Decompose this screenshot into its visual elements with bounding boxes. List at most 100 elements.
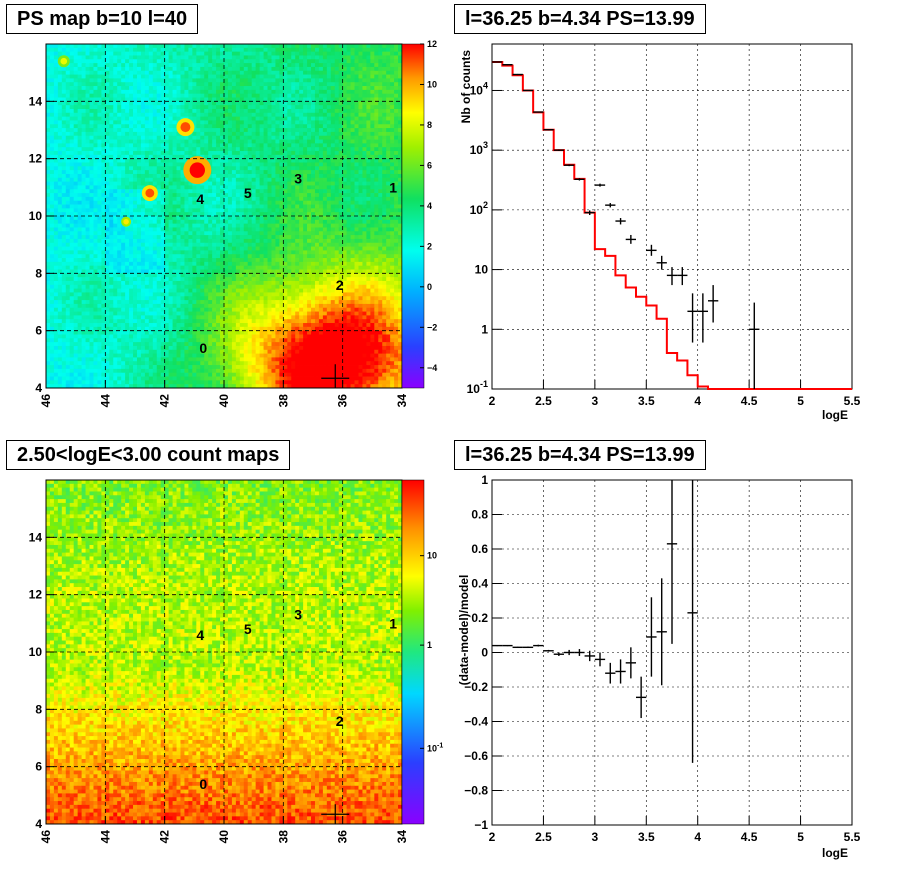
source-label: 2 bbox=[336, 713, 344, 729]
y-tick-label: 6 bbox=[35, 760, 42, 774]
x-tick-label: 2.5 bbox=[535, 394, 552, 408]
x-axis-label: logE bbox=[822, 846, 848, 860]
x-tick-label: 5.5 bbox=[844, 830, 861, 844]
y-tick-label: 103 bbox=[470, 140, 488, 157]
source-label: 1 bbox=[389, 179, 397, 195]
point-source-core bbox=[180, 122, 191, 133]
x-tick-label: 5.5 bbox=[844, 394, 861, 408]
count-map-title: 2.50<logE<3.00 count maps bbox=[6, 440, 291, 470]
y-tick-label: 10 bbox=[29, 209, 43, 223]
x-tick-label: 38 bbox=[276, 830, 290, 844]
colour-bar-label: −2 bbox=[427, 322, 437, 332]
source-label: 0 bbox=[199, 776, 207, 792]
point-source-core bbox=[189, 162, 205, 178]
x-tick-label: 3 bbox=[592, 830, 599, 844]
x-tick-label: 3.5 bbox=[638, 394, 655, 408]
x-tick-label: 3 bbox=[592, 394, 599, 408]
y-tick-label: 1 bbox=[481, 473, 488, 487]
x-tick-label: 4.5 bbox=[741, 394, 758, 408]
source-label: 4 bbox=[196, 627, 204, 643]
y-tick-label: −0.2 bbox=[464, 680, 488, 694]
x-tick-label: 44 bbox=[98, 394, 112, 408]
x-tick-label: 5 bbox=[797, 394, 804, 408]
x-tick-label: 38 bbox=[276, 394, 290, 408]
x-tick-label: 44 bbox=[98, 830, 112, 844]
x-tick-label: 42 bbox=[158, 394, 172, 408]
ps-map-title: PS map b=10 l=40 bbox=[6, 4, 199, 34]
x-tick-label: 40 bbox=[217, 830, 231, 844]
x-tick-label: 36 bbox=[336, 394, 350, 408]
spectrum-panel: 2 2.5 3 3.5 4 4.5 5 5.5 10-1 1 10 102 103 104 logE Nb o… bbox=[459, 43, 861, 422]
y-tick-label: 1 bbox=[481, 322, 488, 336]
y-tick-label: 0 bbox=[481, 646, 488, 660]
y-tick-label: 0.2 bbox=[471, 611, 488, 625]
x-tick-label: 34 bbox=[395, 394, 409, 408]
x-tick-label: 4.5 bbox=[741, 830, 758, 844]
spectrum-grid bbox=[492, 44, 852, 389]
y-tick-label: 104 bbox=[470, 80, 488, 97]
source-label: 3 bbox=[294, 171, 302, 187]
colour-bar-label: 12 bbox=[427, 39, 437, 49]
x-axis-label: logE bbox=[822, 408, 848, 422]
x-tick-label: 46 bbox=[39, 830, 53, 844]
colour-bar-label: 6 bbox=[427, 160, 432, 170]
y-tick-label: 4 bbox=[35, 381, 42, 395]
y-tick-label: 10 bbox=[475, 263, 489, 277]
map-grid bbox=[46, 480, 402, 824]
residual-panel: 2 2.5 3 3.5 4 4.5 5 5.5 −1 −0.8 −0.6 −0.4 −0.2 0 0.2 0.… bbox=[457, 473, 861, 860]
y-axis-label: (data-model)/model bbox=[457, 575, 471, 686]
y-tick-label: 14 bbox=[29, 530, 43, 544]
colour-bar-label: 8 bbox=[427, 120, 432, 130]
colour-bar-label: 0 bbox=[427, 282, 432, 292]
source-label: 3 bbox=[294, 607, 302, 623]
y-tick-label: −0.8 bbox=[464, 784, 488, 798]
y-tick-label: 0.6 bbox=[471, 542, 488, 556]
x-tick-label: 42 bbox=[158, 830, 172, 844]
x-tick-label: 34 bbox=[395, 830, 409, 844]
x-tick-label: 36 bbox=[336, 830, 350, 844]
x-tick-label: 2 bbox=[489, 830, 496, 844]
y-tick-label: 12 bbox=[29, 152, 43, 166]
source-label: 5 bbox=[244, 185, 252, 201]
y-tick-label: −1 bbox=[474, 818, 488, 832]
x-tick-label: 2.5 bbox=[535, 830, 552, 844]
source-label: 2 bbox=[336, 277, 344, 293]
x-tick-label: 4 bbox=[694, 830, 701, 844]
colour-bar bbox=[401, 43, 425, 389]
colour-bar-label: 10-1 bbox=[427, 742, 443, 753]
y-tick-label: 0.4 bbox=[471, 577, 488, 591]
source-label: 0 bbox=[199, 340, 207, 356]
colour-bar bbox=[401, 479, 425, 825]
source-label: 5 bbox=[244, 621, 252, 637]
y-tick-label: 10 bbox=[29, 645, 43, 659]
y-tick-label: 8 bbox=[35, 266, 42, 280]
colour-bar-label: −4 bbox=[427, 363, 437, 373]
y-tick-label: 4 bbox=[35, 817, 42, 831]
y-tick-label: −0.4 bbox=[464, 715, 488, 729]
colour-bar-label: 4 bbox=[427, 201, 432, 211]
source-label: 1 bbox=[389, 615, 397, 631]
x-tick-label: 3.5 bbox=[638, 830, 655, 844]
colour-bar-label: 10 bbox=[427, 79, 437, 89]
x-tick-label: 5 bbox=[797, 830, 804, 844]
y-tick-label: 14 bbox=[29, 94, 43, 108]
y-tick-label: −0.6 bbox=[464, 749, 488, 763]
y-tick-label: 102 bbox=[470, 200, 488, 217]
y-axis-label: Nb of counts bbox=[459, 50, 473, 124]
point-source-core bbox=[123, 218, 129, 225]
source-label: 4 bbox=[196, 191, 204, 207]
heatmap-cells bbox=[46, 480, 403, 825]
y-tick-label: 10-1 bbox=[467, 379, 488, 396]
map-grid bbox=[46, 44, 402, 388]
y-tick-label: 6 bbox=[35, 324, 42, 338]
colour-bar-label: 10 bbox=[427, 551, 437, 561]
y-tick-label: 0.8 bbox=[471, 508, 488, 522]
x-tick-label: 46 bbox=[39, 394, 53, 408]
x-tick-label: 2 bbox=[489, 394, 496, 408]
colour-bar-label: 1 bbox=[427, 640, 432, 650]
model-histogram bbox=[492, 60, 852, 390]
heatmap-cells bbox=[46, 44, 403, 389]
spectrum-frame bbox=[491, 43, 853, 390]
